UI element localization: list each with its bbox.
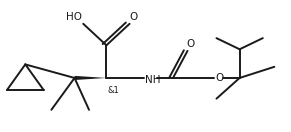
Text: HO: HO [66,12,82,22]
Polygon shape [74,76,107,80]
Text: &1: &1 [108,86,120,95]
Text: O: O [215,73,223,83]
Text: O: O [186,39,194,49]
Text: O: O [130,12,138,22]
Text: NH: NH [146,75,161,84]
